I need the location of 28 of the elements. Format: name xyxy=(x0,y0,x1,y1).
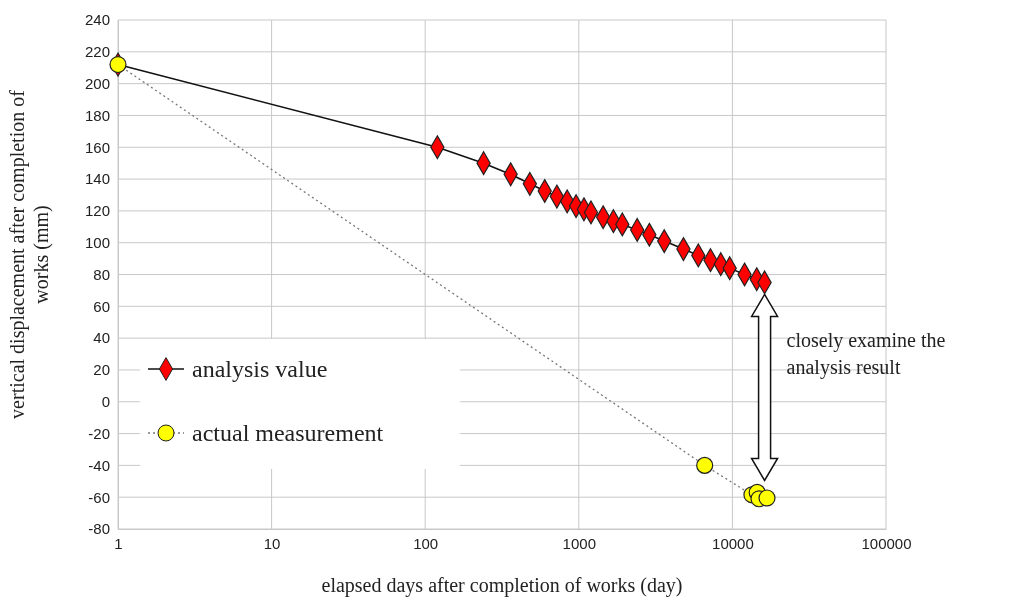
y-tick-label: 60 xyxy=(93,297,110,315)
y-tick-label: 120 xyxy=(84,202,110,220)
x-tick-label: 100 xyxy=(413,534,439,552)
y-tick-label: 200 xyxy=(84,74,110,92)
y-axis-title: vertical displacement after completion of works (mm) xyxy=(6,89,53,419)
y-tick-label: 160 xyxy=(84,138,110,156)
x-axis-title: elapsed days after completion of works (day) xyxy=(321,574,683,597)
y-tick-label: -60 xyxy=(88,488,110,506)
legend-label: analysis value xyxy=(192,356,328,382)
y-tick-label: 20 xyxy=(93,361,110,379)
y-tick-label: 240 xyxy=(84,11,110,29)
y-tick-label: -40 xyxy=(88,456,110,474)
y-tick-label: 0 xyxy=(101,393,110,411)
x-tick-label: 1 xyxy=(114,534,123,552)
y-tick-label: 140 xyxy=(84,170,110,188)
y-tick-label: 220 xyxy=(84,43,110,61)
x-tick-label: 10000 xyxy=(712,534,754,552)
y-tick-label: -80 xyxy=(88,520,110,538)
x-tick-label: 10 xyxy=(263,534,281,552)
legend-label: actual measurement xyxy=(192,420,384,446)
x-tick-label: 100000 xyxy=(861,534,912,552)
x-tick-label: 1000 xyxy=(562,534,596,552)
y-tick-label: 40 xyxy=(93,329,110,347)
annotation: closely examine the analysis result xyxy=(786,329,946,380)
y-tick-label: 100 xyxy=(84,233,110,251)
y-tick-label: 180 xyxy=(84,106,110,124)
y-tick-label: 80 xyxy=(93,265,110,283)
y-tick-label: -20 xyxy=(88,424,110,442)
